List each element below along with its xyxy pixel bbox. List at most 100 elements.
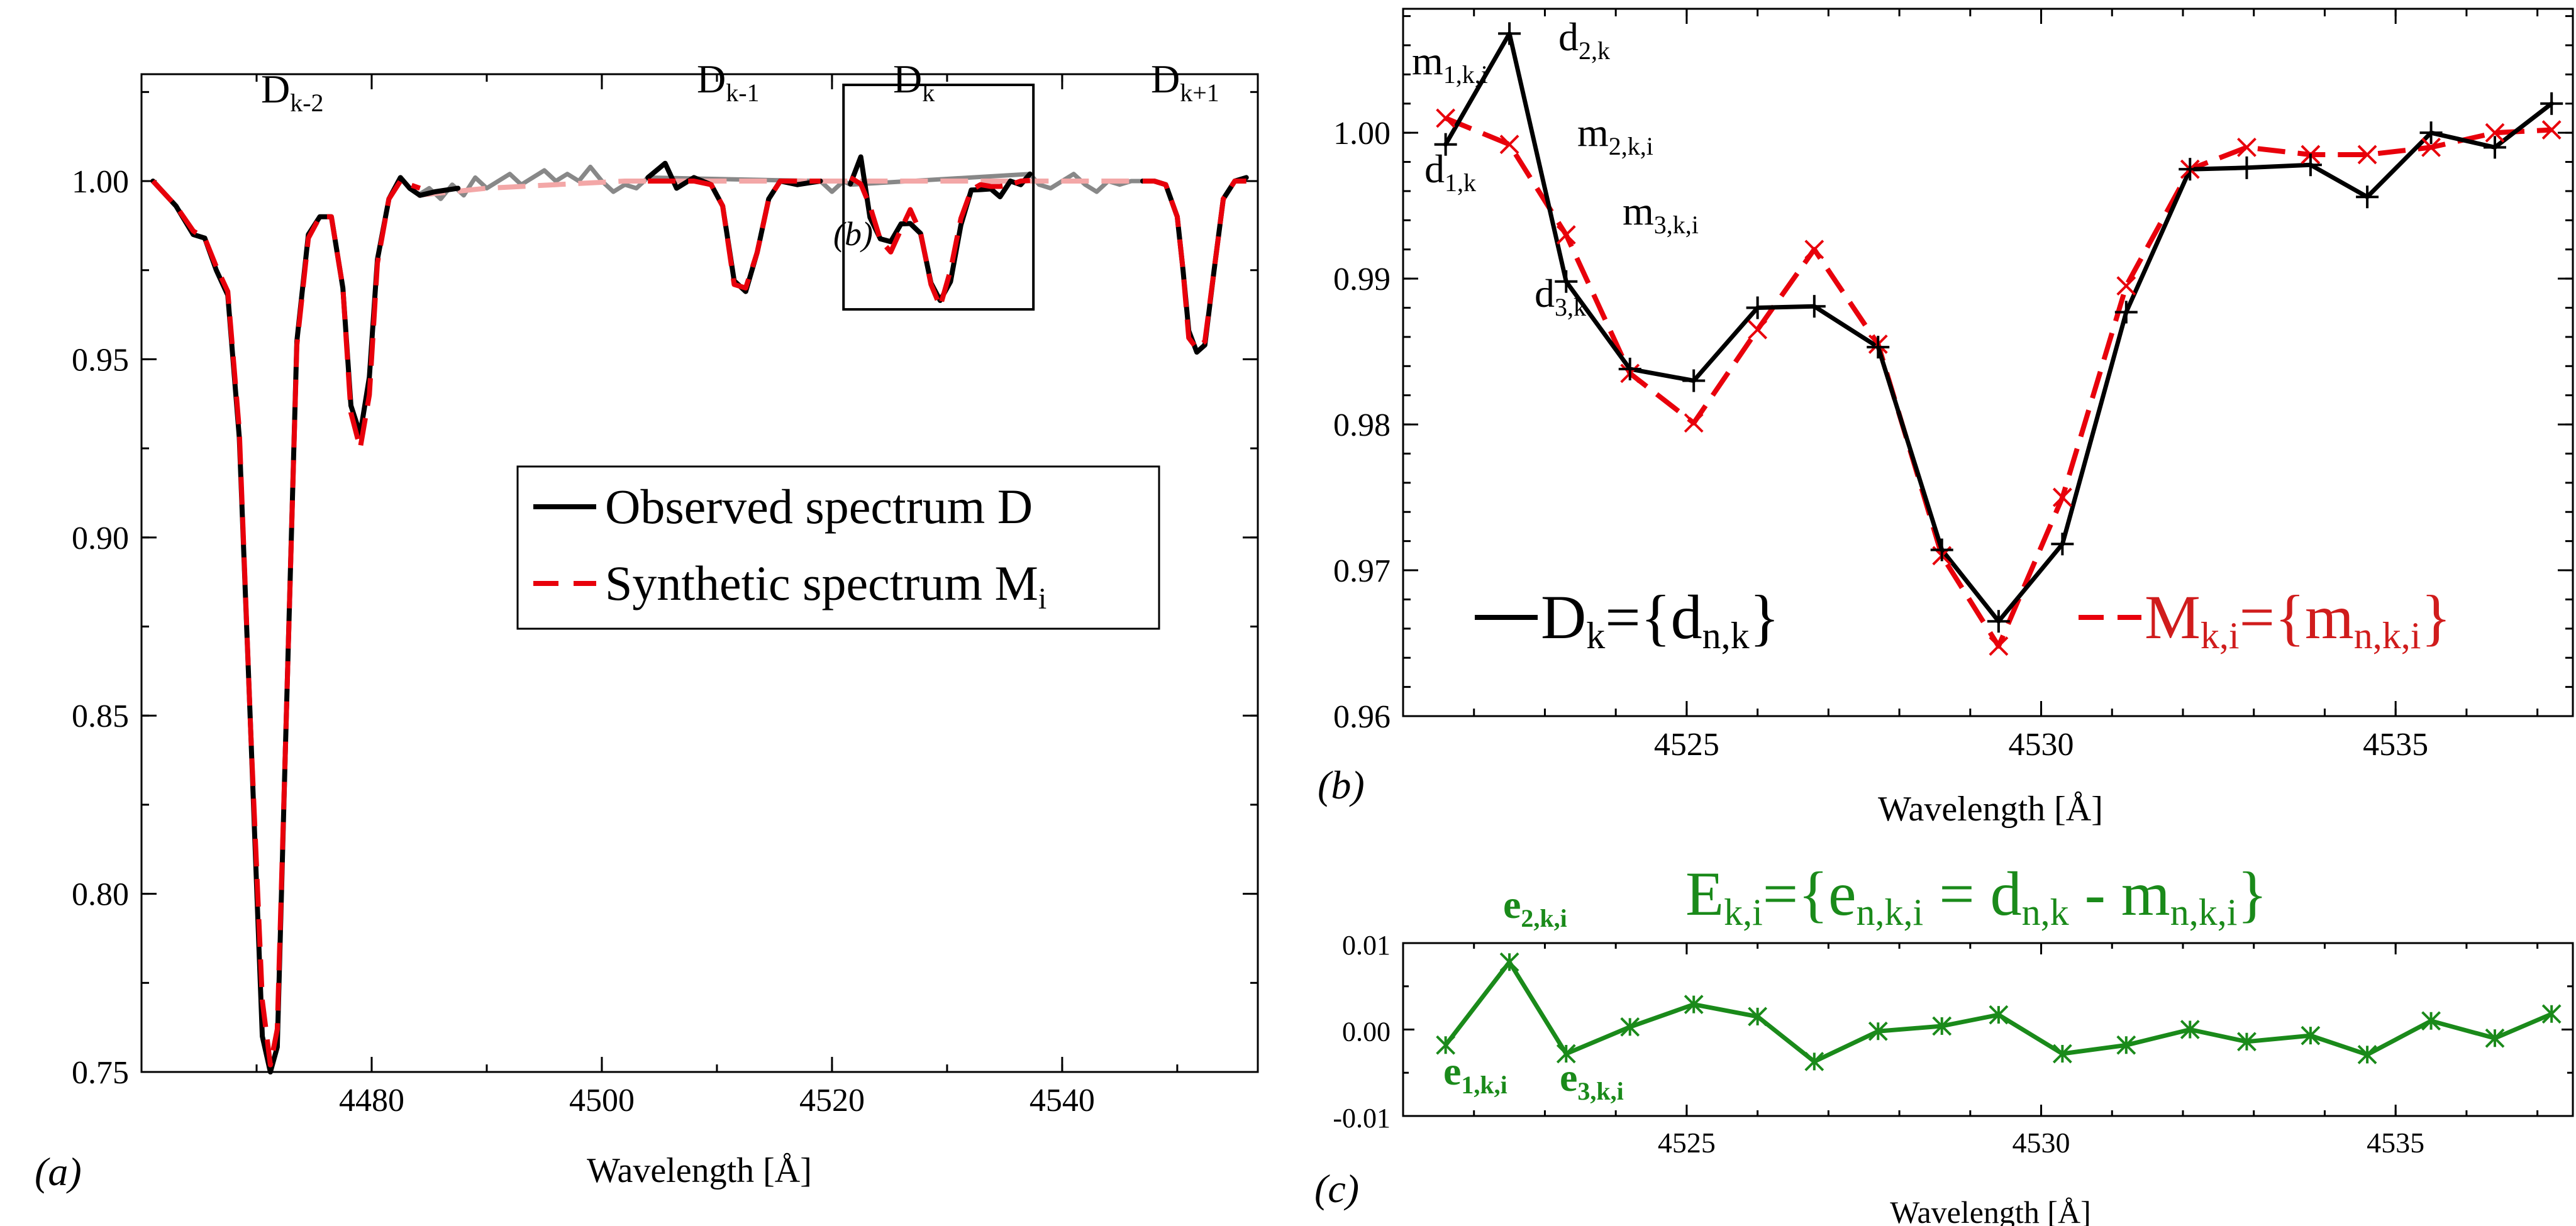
- y-tick-label: 0.80: [72, 877, 129, 913]
- synthetic-point: [2237, 137, 2257, 157]
- y-tick-label: 0.98: [1333, 407, 1391, 443]
- x-tick-label: 4530: [2012, 1127, 2070, 1159]
- annot-d-k: Dk: [893, 57, 935, 107]
- observed-point: [2299, 153, 2322, 177]
- panel-a-ticks: 4480 4500 4520 4540 0.75 0.80 0.85 0.90 0.95 1.00: [72, 74, 1258, 1118]
- legend-mk-text: Mk,i={mn,k,i}: [2145, 582, 2451, 656]
- inset-window-box: [842, 84, 1035, 311]
- residual-point: [1748, 1007, 1768, 1027]
- observed-point: [2051, 533, 2074, 556]
- x-tick-label: 4535: [2367, 1127, 2424, 1159]
- panel-a-spectrum: 4480 4500 4520 4540 0.75 0.80 0.85 0.90 0.95 1.00…: [35, 57, 1259, 1194]
- observed-point: [1802, 295, 1826, 318]
- synthetic-point: [2052, 487, 2072, 507]
- observed-point: [1682, 369, 1706, 392]
- panel-b-legend-syn: Mk,i={mn,k,i}: [2079, 582, 2451, 656]
- residual-point: [2180, 1020, 2200, 1039]
- residual-point: [1804, 1051, 1824, 1071]
- residual-point: [2357, 1044, 2377, 1064]
- synthetic-point: [2421, 137, 2441, 157]
- synthetic-point: [2116, 276, 2136, 296]
- observed-point: [1987, 610, 2010, 633]
- x-tick-label: 4525: [1658, 1127, 1716, 1159]
- synthetic-line: [1445, 116, 2552, 649]
- observed-point: [1555, 270, 1578, 293]
- panel-a-legend: Observed spectrum D Synthetic spectrum M…: [516, 465, 1160, 630]
- panel-b-zoom: 4525 4530 4535 0.96 0.97 0.98 0.99 1.00 Wavelen…: [1318, 8, 2574, 829]
- panel-c-ticks: 4525 4530 4535 -0.01 0.00 0.01: [1333, 930, 2573, 1159]
- x-tick-label: 4520: [799, 1083, 865, 1118]
- residual-point: [2301, 1025, 2321, 1046]
- panel-b-xlabel: Wavelength [Å]: [1878, 790, 2103, 829]
- residual-point: [1932, 1016, 1952, 1036]
- label-m1ki: m1,k,i: [1412, 38, 1488, 89]
- panel-c-label: (c): [1314, 1166, 1359, 1211]
- y-tick-label: 0.90: [72, 521, 129, 556]
- observed-line: [1443, 31, 2554, 624]
- label-e2ki: e2,k,i: [1503, 882, 1567, 932]
- panel-a-series-line: [1143, 179, 1246, 351]
- x-tick-label: 4530: [2009, 727, 2074, 763]
- panel-c-title: Ek,i={en,k,i = dn,k - mn,k,i}: [1685, 859, 2267, 933]
- annot-d-k-2: Dk-2: [261, 67, 324, 117]
- panel-a-series-line: [849, 175, 1030, 309]
- observed-point: [1930, 538, 1953, 561]
- y-tick-label: 0.99: [1333, 262, 1391, 297]
- y-tick-label: 0.00: [1342, 1017, 1391, 1047]
- x-tick-label: 4535: [2363, 727, 2428, 763]
- y-tick-label: 0.85: [72, 699, 129, 734]
- synthetic-point: [1684, 413, 1704, 433]
- label-e3ki: e3,k,i: [1560, 1055, 1624, 1105]
- synthetic-point: [2485, 123, 2505, 143]
- annot-d-k+1: Dk+1: [1151, 57, 1219, 107]
- synthetic-point: [2357, 145, 2377, 165]
- residual-point: [1499, 952, 1519, 972]
- panel-a-series-line: [1140, 175, 1249, 355]
- panel-c-xlabel: Wavelength [Å]: [1890, 1195, 2090, 1226]
- panel-a-series-line: [150, 175, 461, 1074]
- residual-point: [1989, 1005, 2009, 1025]
- panel-b-legend-obs: Dk={dn,k}: [1475, 582, 1780, 656]
- annot-d-k-1: Dk-1: [697, 57, 760, 107]
- x-tick-label: 4480: [339, 1083, 404, 1118]
- residual-point: [1556, 1044, 1576, 1064]
- residual-point: [2485, 1028, 2505, 1048]
- observed-point: [2235, 156, 2258, 179]
- residual-point: [2052, 1044, 2072, 1064]
- residual-point: [1436, 1035, 1456, 1055]
- y-tick-label: 1.00: [1333, 116, 1391, 152]
- x-tick-label: 4540: [1030, 1083, 1095, 1118]
- x-tick-label: 4500: [569, 1083, 635, 1118]
- residual-point: [2541, 1004, 2562, 1024]
- synthetic-point: [1436, 108, 1456, 128]
- observed-point: [2484, 136, 2506, 159]
- residual-point: [2237, 1032, 2257, 1052]
- y-tick-label: 0.97: [1333, 553, 1391, 589]
- synthetic-point: [1499, 135, 1519, 155]
- observed-point: [1434, 133, 1457, 156]
- observed-point: [2356, 185, 2379, 209]
- panel-b-ticks: 4525 4530 4535 0.96 0.97 0.98 0.99 1.00: [1333, 9, 2573, 763]
- y-tick-label: 0.75: [72, 1055, 129, 1091]
- panel-a-frame: [140, 73, 1259, 1073]
- legend-syn-label: Synthetic spectrum Mi: [605, 556, 1046, 616]
- y-tick-label: -0.01: [1333, 1103, 1391, 1134]
- observed-point: [2419, 121, 2443, 145]
- residual-point: [1868, 1021, 1888, 1041]
- observed-point: [2179, 158, 2202, 181]
- synthetic-point: [1748, 319, 1768, 340]
- synthetic-point: [1556, 225, 1576, 245]
- y-tick-label: 0.95: [72, 342, 129, 378]
- label-d2k: d2,k: [1558, 14, 1610, 65]
- observed-point: [2114, 301, 2138, 324]
- panel-a-series-line: [648, 179, 821, 291]
- panel-a-series: [150, 154, 1249, 1074]
- legend-box: [516, 465, 1160, 630]
- panel-a-series-line: [417, 179, 1143, 198]
- observed-point: [1867, 336, 1890, 359]
- panel-c-series: [1436, 952, 2562, 1071]
- label-m2ki: m2,k,i: [1577, 110, 1653, 160]
- panel-b-label: (b): [1318, 763, 1365, 807]
- label-d1k: d1,k: [1424, 146, 1476, 197]
